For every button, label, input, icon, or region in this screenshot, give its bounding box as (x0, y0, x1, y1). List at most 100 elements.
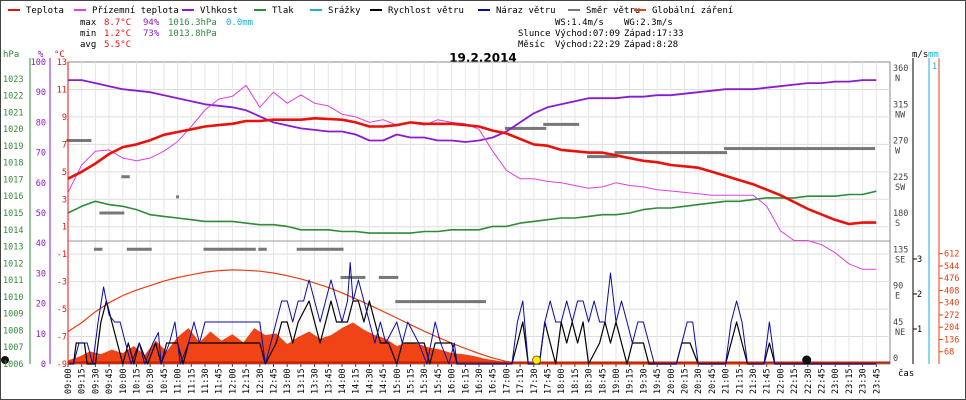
x-tick-label: 16:00 (448, 368, 458, 394)
wind-dir-compass-label: S (895, 219, 900, 229)
pressure-tick-label: 1009 (3, 310, 23, 320)
x-tick-label: 13:15 (297, 368, 307, 394)
humidity-tick-label: 30 (36, 269, 46, 279)
wind-direction-mark (461, 300, 465, 304)
wind-direction-mark (691, 151, 695, 155)
wind-direction-mark (433, 300, 437, 304)
wind-direction-mark (436, 300, 440, 304)
pressure-tick-label: 1008 (3, 326, 23, 336)
x-tick-label: 15:15 (407, 368, 417, 394)
wind-dir-tick-label: 45 (893, 318, 903, 328)
stat-temp: 5.5°C (104, 40, 131, 50)
wind-direction-mark (99, 247, 103, 251)
wind-direction-mark (852, 147, 856, 151)
wind-direction-mark (732, 147, 736, 151)
info-ws: WS:1.4m/s (555, 18, 604, 28)
temperature-tick-label: -7 (57, 333, 67, 343)
radiation-area (68, 322, 529, 364)
wind-direction-mark (126, 175, 130, 179)
wind-direction-mark (729, 147, 733, 151)
wind-direction-mark (825, 147, 829, 151)
humidity-tick-label: 70 (36, 149, 46, 159)
wind-direction-mark (302, 247, 306, 251)
pressure-tick-label: 1023 (3, 75, 23, 85)
stat-label: avg (80, 40, 96, 50)
x-tick-label: 17:00 (502, 368, 512, 394)
chart-grid (67, 61, 891, 365)
wind-direction-mark (666, 151, 670, 155)
stat-label: min (80, 29, 96, 39)
wind-direction-mark (88, 139, 92, 142)
wind-direction-mark (562, 122, 566, 126)
wind-direction-mark (208, 247, 212, 251)
wind-dir-tick-label: 180 (893, 209, 908, 219)
wind-direction-mark (650, 151, 654, 155)
wind-direction-mark (439, 300, 443, 304)
wind-direction-mark (239, 247, 243, 251)
wind-direction-mark (526, 126, 530, 130)
wind-direction-mark (866, 147, 870, 151)
x-tick-label: 15:00 (393, 368, 403, 394)
wind-direction-mark (441, 300, 445, 304)
x-tick-label: 20:00 (667, 368, 677, 394)
humidity-tick-label: 60 (36, 179, 46, 189)
info-wg: WG:2.3m/s (624, 18, 673, 28)
wind-direction-mark (359, 275, 363, 279)
stat-temp: 8.7°C (104, 18, 131, 28)
wind-direction-mark (789, 147, 793, 151)
x-tick-label: 18:30 (585, 368, 595, 394)
radiation-tick-label: 272 (944, 311, 959, 321)
wind-direction-mark (524, 126, 528, 130)
wind-direction-mark (395, 275, 399, 279)
wind-direction-mark (765, 147, 769, 151)
wind-direction-mark (806, 147, 810, 151)
wind-direction-mark (625, 151, 629, 155)
stat-rain: 0.0mm (226, 18, 253, 28)
wind-direction-mark (236, 247, 240, 251)
wind-direction-mark (69, 139, 73, 142)
wind-direction-mark (115, 211, 119, 215)
wind-direction-mark (746, 147, 750, 151)
wind-direction-mark (104, 211, 108, 215)
series-line-teplota (67, 117, 877, 226)
wind-direction-mark (792, 147, 796, 151)
wind-direction-mark (576, 122, 580, 126)
wind-direction-mark (463, 300, 467, 304)
wind-direction-mark (143, 247, 147, 251)
stat-temp: 1.2°C (104, 29, 131, 39)
wind-direction-mark (222, 247, 226, 251)
legend-label: Globální záření (652, 6, 733, 16)
wind-direction-mark (600, 155, 604, 159)
wind-direction-mark (762, 147, 766, 151)
wind-direction-mark (513, 126, 517, 130)
series-line-n-raz-v-tru (68, 262, 877, 365)
wind-direction-mark (233, 247, 237, 251)
wind-direction-mark (71, 139, 75, 142)
wind-direction-mark (680, 151, 684, 155)
x-tick-label: 14:00 (338, 368, 348, 394)
wind-dir-compass-label: W (895, 147, 901, 157)
wind-direction-mark (299, 247, 303, 251)
info-sun-set: Západ:17:33 (624, 29, 684, 39)
wind-direction-mark (567, 122, 571, 126)
wind-direction-mark (482, 300, 486, 304)
x-tick-label: 12:15 (242, 368, 252, 394)
wind-direction-mark (343, 275, 347, 279)
wind-direction-mark (713, 151, 717, 155)
wind-direction-mark (392, 275, 396, 279)
wind-direction-mark (655, 151, 659, 155)
wind-direction-mark (228, 247, 232, 251)
wind-direction-mark (384, 275, 388, 279)
x-tick-label: 21:30 (749, 368, 759, 394)
x-tick-label: 14:15 (352, 368, 362, 394)
x-tick-label: 15:30 (420, 368, 430, 394)
pressure-tick-label: 1011 (3, 276, 23, 286)
moonrise-marker (802, 355, 812, 365)
wind-direction-mark (540, 126, 544, 130)
wind-direction-mark (529, 126, 533, 130)
pressure-tick-label: 1018 (3, 159, 23, 169)
legend-label: Rychlost větru (388, 6, 464, 16)
wind-direction-mark (455, 300, 459, 304)
wind-direction-mark (702, 151, 706, 155)
wind-direction-mark (206, 247, 210, 251)
